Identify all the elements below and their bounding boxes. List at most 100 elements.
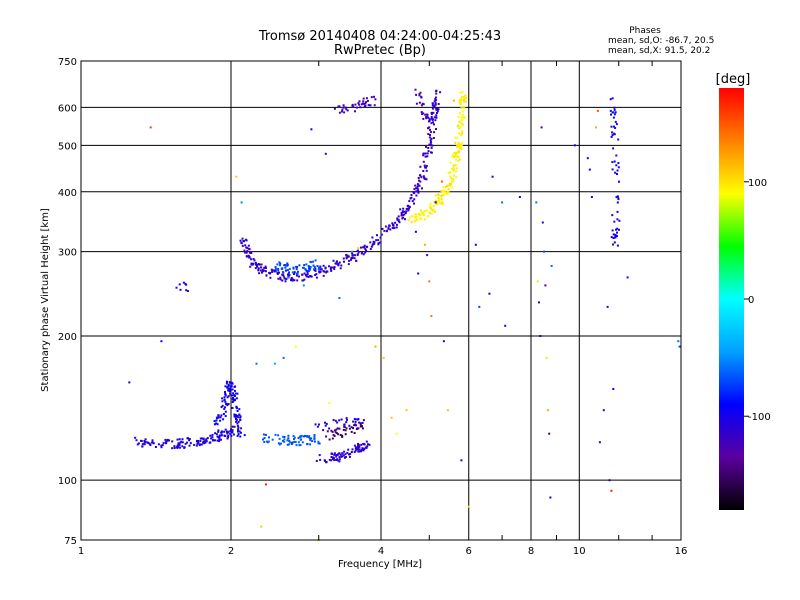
data-point [339,267,342,270]
data-point [464,94,467,97]
data-point [299,438,302,441]
data-point [346,451,349,454]
data-point [613,108,616,111]
axis-ticks: 1 2 4 6 8 10 16 75 100 200 300 400 500 600 750 [58,57,687,557]
data-point [336,459,339,462]
data-point [240,201,243,204]
data-point [235,415,238,418]
data-point [457,156,460,159]
data-point [230,382,233,385]
data-point [419,217,422,220]
data-point [345,421,348,424]
data-point [403,210,406,213]
data-point [342,104,345,107]
data-point [313,436,316,438]
data-point [371,236,374,239]
data-point [456,146,459,149]
data-point [318,454,321,457]
data-point [425,145,427,148]
data-point [171,447,174,450]
data-point [229,432,232,435]
x-tick-label: 6 [466,546,472,557]
data-point [356,427,359,430]
data-point [284,266,287,269]
data-point [446,409,449,412]
data-point [452,99,455,102]
data-point [344,106,347,109]
data-point [362,100,365,103]
data-point [292,435,295,438]
data-point [430,146,433,149]
data-point [281,273,284,276]
data-point [443,193,446,196]
data-point [365,440,368,443]
data-point [293,279,296,282]
data-point [199,440,202,442]
data-point [422,103,425,106]
data-point [342,106,345,109]
data-point [448,182,451,185]
data-point [220,434,223,437]
data-point [400,213,403,216]
data-point [454,141,457,144]
data-point [293,438,295,440]
data-point [357,445,359,448]
data-point [365,101,368,104]
data-point [171,440,174,443]
data-point [424,152,427,155]
data-point [237,420,240,423]
data-point [366,445,369,448]
data-point [344,429,347,432]
data-point [339,434,342,436]
data-point [175,286,178,289]
data-point [352,427,354,430]
data-point [420,213,423,216]
data-point [264,267,267,269]
data-point [440,194,443,197]
data-point [215,419,218,422]
data-point [413,202,415,205]
data-point [333,459,336,462]
data-point [237,430,239,433]
data-point [222,413,225,415]
data-point [232,392,235,395]
colorbar-label: [deg] [716,72,751,87]
data-point [460,144,463,146]
data-point [437,193,440,196]
data-point [357,251,360,254]
data-point [354,423,357,426]
data-point [283,440,286,443]
data-point [364,104,367,107]
data-point [354,420,357,423]
data-point [239,415,242,418]
data-point [175,446,178,449]
data-point [235,392,238,395]
data-point [313,438,316,441]
data-point [441,190,444,193]
data-point [588,168,591,171]
data-point [273,362,276,365]
data-point [345,417,348,420]
data-point [288,440,291,442]
data-point [230,434,233,437]
data-point [433,100,436,103]
data-point [459,100,462,103]
data-point [359,423,362,426]
data-point [429,134,431,136]
data-point [338,111,341,114]
data-point [239,239,242,242]
data-point [314,267,317,270]
data-point [355,448,358,451]
data-point [220,430,223,433]
data-point [278,443,281,446]
data-point [456,167,458,170]
data-point [331,266,334,269]
data-point [328,401,331,404]
data-point [434,119,437,122]
data-point [236,422,239,425]
data-point [186,441,188,444]
data-point [281,270,284,273]
data-point [309,268,312,271]
data-point [450,183,452,186]
data-point [334,419,337,422]
